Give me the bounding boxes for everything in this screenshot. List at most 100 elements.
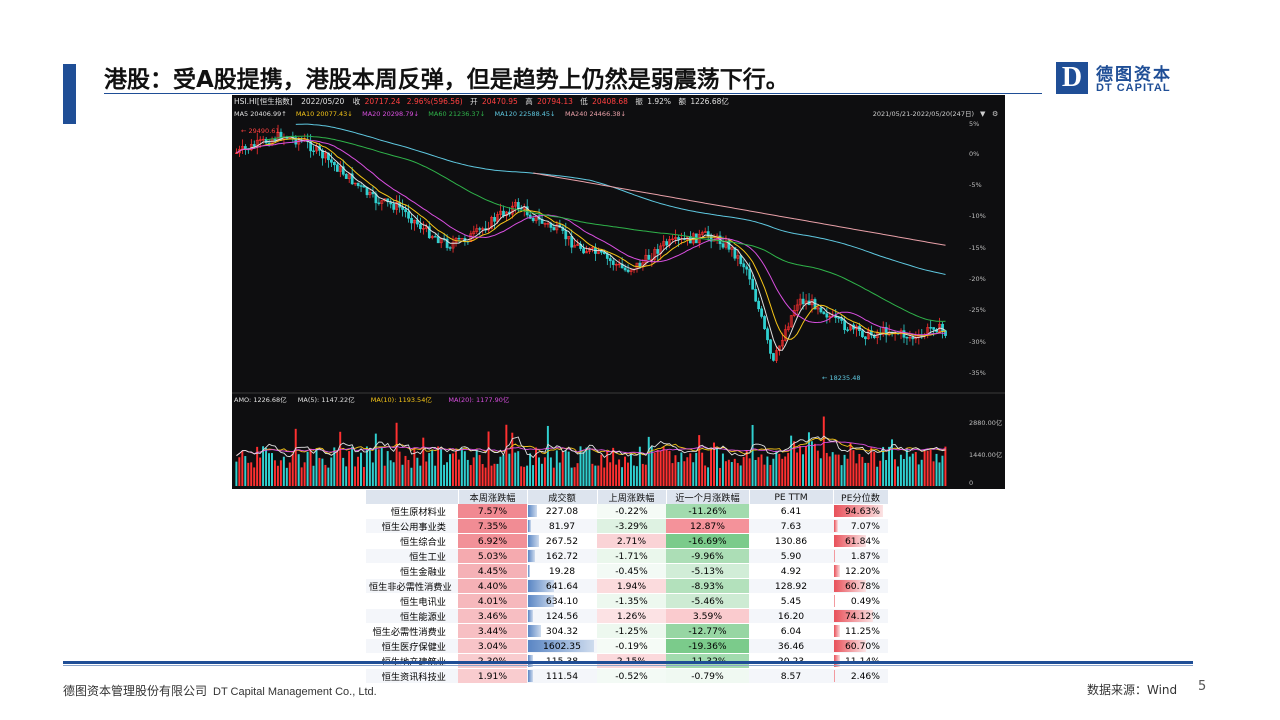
volume-bar	[885, 460, 888, 486]
ma-legend-item: MA20 20298.79↓	[362, 110, 419, 118]
month-change: -5.13%	[666, 563, 749, 579]
volume-bar	[523, 466, 526, 486]
volume-bar	[493, 463, 496, 486]
week-change: 3.46%	[458, 608, 527, 624]
candle-body	[252, 144, 256, 147]
data-source: 数据来源：Wind	[1087, 683, 1178, 697]
table-row: 恒生公用事业类 7.35% 81.97 -3.29% 12.87% 7.63 7.07%	[366, 518, 888, 534]
table-header: 本周涨跌幅	[458, 490, 528, 504]
volume-bar	[707, 467, 710, 486]
volume-bar	[398, 451, 401, 486]
sector-name: 恒生金融业	[366, 563, 458, 579]
candle-body	[347, 173, 351, 179]
turnover-bar	[528, 520, 532, 532]
dt-capital-logo: D 德图资本 DT CAPITAL	[1056, 62, 1196, 96]
volume-bar	[671, 463, 674, 486]
volume-bar	[291, 453, 294, 486]
amt-label: 额	[678, 96, 686, 106]
volume-bar	[532, 465, 535, 486]
volume-bar	[769, 464, 772, 486]
volume-bar	[529, 453, 532, 486]
candle-body	[235, 152, 238, 155]
volume-bar	[365, 446, 368, 486]
pe-percentile-bar	[834, 520, 838, 532]
turnover-bar	[528, 565, 530, 577]
candle-body	[872, 334, 876, 338]
title-accent-bar	[63, 64, 76, 124]
volume-bar	[615, 464, 618, 486]
chart-date: 2022/05/20	[301, 97, 344, 106]
candle-body	[472, 231, 476, 235]
candle-body	[341, 166, 345, 175]
table-row: 恒生金融业 4.45% 19.28 -0.45% -5.13% 4.92 12.20%	[366, 563, 888, 579]
candle-body	[754, 288, 758, 302]
turnover-value: 81.97	[548, 520, 576, 532]
volume-bar	[894, 459, 896, 486]
volume-bar	[650, 446, 653, 486]
candle-body	[864, 336, 867, 340]
settings-icon[interactable]: ⚙	[992, 110, 998, 118]
footer-company: 德图资本管理股份有限公司 DT Capital Management Co., L…	[63, 682, 377, 699]
table-header: 上周涨跌幅	[597, 490, 667, 504]
volume-bar	[891, 439, 893, 486]
volume-bar	[490, 465, 493, 486]
volume-bar	[241, 451, 244, 486]
ma-legend-item: MA5 20406.99↑	[234, 110, 287, 118]
volume-bar	[457, 459, 460, 486]
index-name: HSI.HI[恒生指数]	[234, 96, 293, 106]
candle-body	[353, 182, 357, 185]
y-tick-label: -35%	[969, 369, 986, 377]
candle-body	[496, 214, 499, 222]
candle-body	[775, 350, 778, 361]
volume-bar	[724, 461, 727, 486]
company-cn: 德图资本管理股份有限公司	[63, 684, 208, 698]
ma-legend: MA5 20406.99↑ MA10 20077.43↓ MA20 20298.79…	[234, 110, 626, 118]
volume-bar	[796, 452, 799, 486]
volume-bar	[698, 435, 701, 486]
volume-bar	[502, 455, 505, 486]
volume-bar	[597, 465, 600, 486]
candle-body	[258, 139, 262, 141]
pe-percentile-value: 2.46%	[850, 670, 880, 682]
low-label: 低	[580, 96, 588, 106]
candle-body	[769, 339, 772, 354]
table-row: 恒生非必需性消费业 4.40% 641.64 1.94% -8.93% 128.92 60.…	[366, 578, 888, 594]
turnover: 1602.35	[527, 638, 597, 654]
dropdown-icon[interactable]: ▼	[980, 110, 986, 118]
candle-body	[929, 327, 933, 329]
volume-bar	[632, 465, 635, 486]
volume-bar	[262, 446, 265, 486]
sector-name: 恒生能源业	[366, 608, 458, 624]
candle-body	[333, 161, 336, 166]
candle-body	[433, 236, 437, 238]
volume-bar	[535, 447, 537, 486]
volume-bar	[938, 462, 941, 486]
candle-body	[555, 224, 559, 231]
pe-percentile-bar	[834, 535, 867, 547]
sector-name: 恒生资讯科技业	[366, 668, 458, 684]
price-axis: 5% 0% -5% -10% -15% -20% -25% -30% -35%	[969, 120, 986, 377]
week-change: 7.57%	[458, 504, 527, 519]
volume-bar	[425, 461, 428, 486]
volume-bar	[463, 451, 466, 486]
turnover: 81.97	[527, 518, 597, 534]
amo-legend-item: MA(20): 1177.90亿	[448, 395, 510, 404]
volume-bar	[576, 463, 579, 486]
pe-percentile-bar	[834, 625, 840, 637]
sector-name: 恒生必需性消费业	[366, 623, 458, 639]
ma-line	[295, 123, 946, 275]
candle-body	[244, 146, 247, 149]
amo-tick-label: 1440.00亿	[969, 450, 1003, 459]
ma-line	[533, 172, 946, 246]
volume-bar	[469, 465, 472, 486]
pe-percentile-value: 74.12%	[844, 610, 880, 622]
candle-body	[674, 237, 677, 240]
volume-bar	[440, 449, 443, 486]
last-week-change: -1.71%	[597, 548, 666, 564]
volume-bar	[787, 452, 790, 486]
volume-bar	[315, 449, 318, 486]
candle-body	[745, 266, 749, 270]
candle-body	[392, 203, 396, 210]
candle-body	[552, 227, 556, 231]
candle-body	[789, 315, 793, 328]
